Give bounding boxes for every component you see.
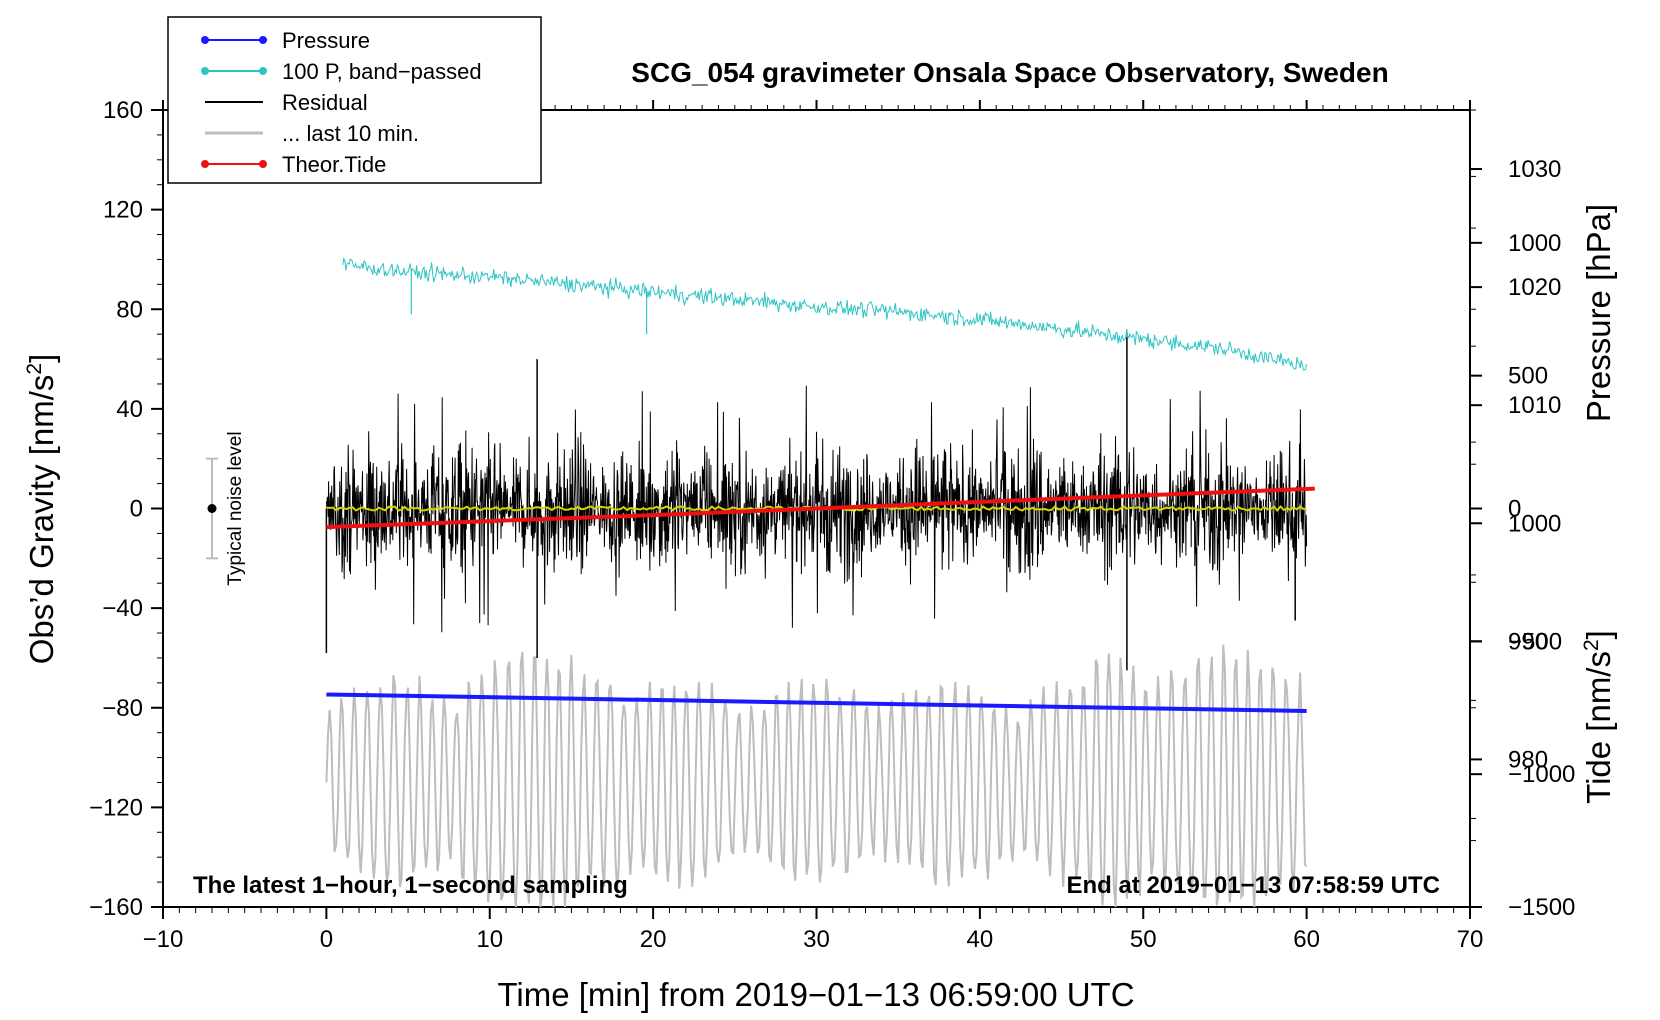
y-tick-label: 160 bbox=[103, 97, 143, 124]
legend-label: Residual bbox=[282, 90, 368, 115]
y-tick-label: 80 bbox=[116, 296, 143, 323]
x-tick-label: 30 bbox=[803, 926, 830, 953]
legend-entries: Pressure 100 P, band−passed Residual ... la… bbox=[201, 28, 482, 177]
y-tick-label: 40 bbox=[116, 396, 143, 423]
y-tick-label: 0 bbox=[130, 496, 143, 523]
y-axis-title-main: Obs’d Gravity [nm/s bbox=[23, 375, 60, 665]
end-time-annotation: End at 2019−01−13 07:58:59 UTC bbox=[1066, 872, 1440, 899]
pressure-axis-title: Pressure [hPa] bbox=[1580, 204, 1617, 422]
last-10-min-line bbox=[325, 644, 1308, 908]
pressure-line bbox=[326, 692, 1307, 713]
legend: Pressure 100 P, band−passed Residual ... la… bbox=[167, 16, 542, 184]
legend-swatch-dot bbox=[201, 67, 209, 75]
x-tick-label: 70 bbox=[1457, 926, 1484, 953]
legend-label: Theor.Tide bbox=[282, 152, 386, 177]
legend-label: Pressure bbox=[282, 28, 370, 53]
x-tick-label: 50 bbox=[1130, 926, 1157, 953]
tide-tick-label: 1000 bbox=[1508, 230, 1561, 257]
y-tick-label: −160 bbox=[89, 894, 143, 921]
noise-level-label: Typical noise level bbox=[225, 431, 246, 585]
legend-swatch-dot bbox=[259, 36, 267, 44]
x-tick-label: 10 bbox=[476, 926, 503, 953]
series-layer bbox=[325, 256, 1315, 908]
legend-swatch-dot bbox=[259, 67, 267, 75]
tide-axis-title-end: ] bbox=[1580, 630, 1617, 639]
noise-level-indicator: Typical noise level bbox=[206, 431, 246, 586]
tide-tick-label: 500 bbox=[1508, 363, 1548, 390]
pressure-tick-label: 1000 bbox=[1508, 510, 1561, 537]
tide-tick-label: −1500 bbox=[1508, 894, 1575, 921]
chart-title: SCG_054 gravimeter Onsala Space Observat… bbox=[631, 57, 1388, 88]
pressure-axis-ticks: 980 990 1000 1010 1020 1030 bbox=[1470, 109, 1561, 819]
tide-axis-title-sup: 2 bbox=[1580, 639, 1603, 651]
legend-swatch-dot bbox=[259, 160, 267, 168]
tide-tick-label: 0 bbox=[1508, 496, 1521, 523]
tide-axis-title-main: Tide [nm/s bbox=[1580, 651, 1617, 804]
legend-box bbox=[167, 16, 542, 184]
band-passed-pressure-line bbox=[342, 256, 1308, 371]
y-tick-label: −120 bbox=[89, 794, 143, 821]
pressure-tick-label: 1020 bbox=[1508, 274, 1561, 301]
legend-swatch-dot bbox=[201, 160, 209, 168]
tide-tick-label: −1000 bbox=[1508, 761, 1575, 788]
tide-axis-ticks: −1500 −1000 −500 0 500 1000 bbox=[1470, 175, 1575, 921]
pressure-tick-label: 980 bbox=[1508, 746, 1548, 773]
sampling-annotation: The latest 1−hour, 1−second sampling bbox=[193, 872, 628, 899]
y-tick-label: 120 bbox=[103, 197, 143, 224]
y-tick-label: −80 bbox=[102, 695, 143, 722]
y-axis-title: Obs’d Gravity [nm/s2] bbox=[23, 354, 60, 665]
legend-label: 100 P, band−passed bbox=[282, 59, 482, 84]
legend-swatch-dot bbox=[201, 36, 209, 44]
noise-center-dot bbox=[207, 504, 217, 513]
y-axis-title-end: ] bbox=[23, 354, 60, 363]
tide-tick-label: −500 bbox=[1508, 628, 1562, 655]
x-tick-label: 40 bbox=[967, 926, 994, 953]
pressure-tick-label: 1030 bbox=[1508, 156, 1561, 183]
x-tick-label: 0 bbox=[320, 926, 333, 953]
y-axis-title-sup: 2 bbox=[23, 363, 46, 375]
x-axis-title: Time [min] from 2019−01−13 06:59:00 UTC bbox=[497, 976, 1134, 1013]
tide-axis-title: Tide [nm/s2] bbox=[1580, 630, 1617, 804]
y-tick-label: −40 bbox=[102, 595, 143, 622]
y-axis-ticks: −160 −120 −80 −40 0 40 80 120 160 bbox=[89, 97, 163, 921]
legend-label: ... last 10 min. bbox=[282, 121, 419, 146]
x-tick-label: 20 bbox=[640, 926, 667, 953]
residual-line bbox=[325, 385, 1308, 633]
pressure-tick-label: 1010 bbox=[1508, 392, 1561, 419]
x-tick-label: −10 bbox=[143, 926, 184, 953]
x-axis-ticks: −10 0 10 20 30 40 50 60 70 bbox=[143, 100, 1484, 953]
theoretical-tide-line bbox=[326, 486, 1315, 530]
x-tick-label: 60 bbox=[1293, 926, 1320, 953]
pressure-tick-label: 990 bbox=[1508, 628, 1548, 655]
